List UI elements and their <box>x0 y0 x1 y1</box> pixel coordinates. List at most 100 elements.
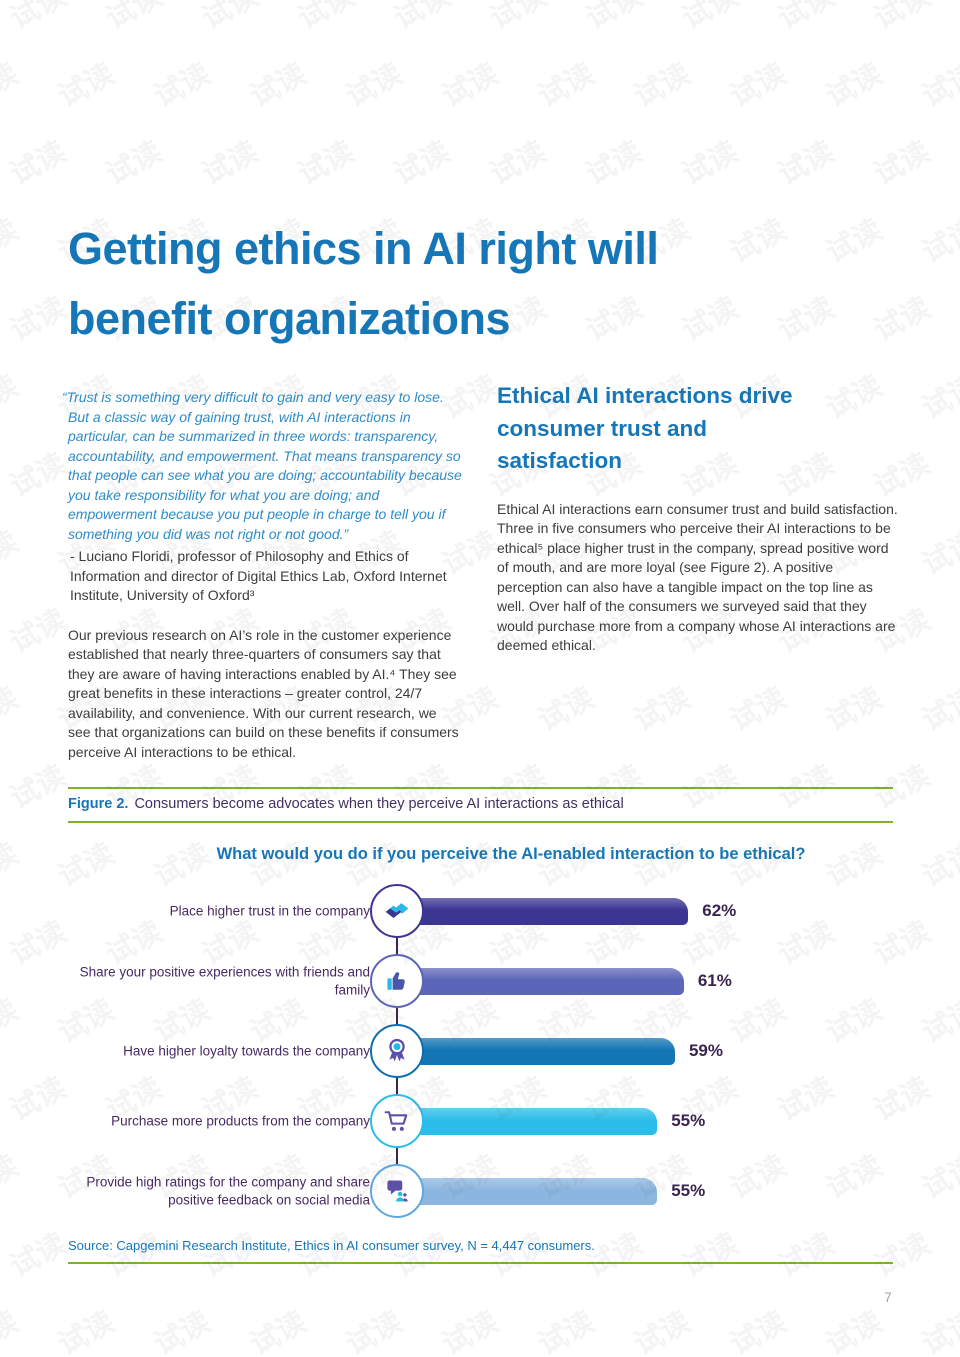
watermark-text: 试读 <box>916 56 960 114</box>
figure-rule-mid <box>68 821 893 823</box>
watermark-text: 试读 <box>772 0 840 36</box>
chart-title: What would you do if you perceive the AI… <box>216 845 806 863</box>
watermark-text: 试读 <box>148 56 216 114</box>
watermark-text: 试读 <box>868 1226 936 1284</box>
watermark-text: 试读 <box>100 0 168 36</box>
watermark-text: 试读 <box>724 56 792 114</box>
watermark-text: 试读 <box>676 134 744 192</box>
section-heading: Ethical AI interactions drive consumer t… <box>497 383 793 473</box>
figure-rule-top <box>68 787 893 789</box>
icon-circle <box>370 1094 424 1148</box>
watermark-text: 试读 <box>580 0 648 36</box>
watermark-text: 试读 <box>916 680 960 738</box>
bar-row: Provide high ratings for the company and… <box>0 1156 960 1226</box>
bar-label: Have higher loyalty towards the company <box>123 1043 370 1059</box>
watermark-text: 试读 <box>292 1226 360 1284</box>
watermark-text: 试读 <box>148 1304 216 1357</box>
watermark-text: 试读 <box>868 758 936 816</box>
watermark-text: 试读 <box>388 0 456 36</box>
cart-icon <box>383 1107 411 1135</box>
watermark-text: 试读 <box>4 602 72 660</box>
watermark-text: 试读 <box>916 368 960 426</box>
right-column: Ethical AI interactions drive consumer t… <box>497 380 899 656</box>
watermark-text: 试读 <box>820 212 888 270</box>
bar-track: 59% <box>413 1016 723 1086</box>
bar-value: 61% <box>697 971 732 990</box>
watermark-text: 试读 <box>340 1304 408 1357</box>
watermark-text: 试读 <box>0 1304 24 1357</box>
bar <box>413 1107 658 1135</box>
watermark-text: 试读 <box>4 290 72 348</box>
figure-rule-bottom <box>68 1262 893 1264</box>
bar-value: 55% <box>671 1181 706 1200</box>
watermark-text: 试读 <box>52 1304 120 1357</box>
watermark-text: 试读 <box>868 134 936 192</box>
watermark-text: 试读 <box>772 1226 840 1284</box>
watermark-text: 试读 <box>196 0 264 36</box>
watermark-text: 试读 <box>388 1226 456 1284</box>
bar-row: Purchase more products from the company … <box>0 1086 960 1156</box>
bar-value: 62% <box>702 901 737 920</box>
bar-track: 61% <box>413 946 732 1016</box>
bar-label: Place higher trust in the company <box>169 903 370 919</box>
watermark-text: 试读 <box>772 134 840 192</box>
watermark-text: 试读 <box>676 1226 744 1284</box>
watermark-text: 试读 <box>724 680 792 738</box>
watermark-text: 试读 <box>292 134 360 192</box>
watermark-text: 试读 <box>340 56 408 114</box>
bar-track: 55% <box>413 1086 705 1156</box>
watermark-text: 试读 <box>0 212 24 270</box>
watermark-text: 试读 <box>532 1304 600 1357</box>
handshake-icon <box>383 897 411 925</box>
watermark-text: 试读 <box>820 56 888 114</box>
watermark-text: 试读 <box>4 0 72 36</box>
watermark-text: 试读 <box>628 56 696 114</box>
watermark-text: 试读 <box>436 1304 504 1357</box>
watermark-text: 试读 <box>484 0 552 36</box>
watermark-text: 试读 <box>484 134 552 192</box>
watermark-text: 试读 <box>4 758 72 816</box>
bar <box>413 1037 675 1065</box>
watermark-text: 试读 <box>916 524 960 582</box>
watermark-text: 试读 <box>388 134 456 192</box>
bar-track: 55% <box>413 1156 705 1226</box>
bar-label: Share your positive experiences with fri… <box>79 964 370 998</box>
watermark-text: 试读 <box>436 56 504 114</box>
watermark-text: 试读 <box>532 56 600 114</box>
quote-attribution: - Luciano Floridi, professor of Philosop… <box>70 548 447 603</box>
watermark-text: 试读 <box>868 290 936 348</box>
social-feedback-icon <box>383 1177 411 1205</box>
watermark-text: 试读 <box>4 134 72 192</box>
bar-row: Have higher loyalty towards the company … <box>0 1016 960 1086</box>
medal-icon <box>383 1037 411 1065</box>
watermark-text: 试读 <box>820 1304 888 1357</box>
thumbs-up-icon <box>383 967 411 995</box>
icon-circle <box>370 1024 424 1078</box>
bar <box>413 897 689 925</box>
watermark-text: 试读 <box>676 758 744 816</box>
icon-circle <box>370 954 424 1008</box>
watermark-text: 试读 <box>244 56 312 114</box>
figure-label: Figure 2. <box>68 796 129 812</box>
watermark-text: 试读 <box>244 1304 312 1357</box>
watermark-text: 试读 <box>772 290 840 348</box>
watermark-text: 试读 <box>100 134 168 192</box>
watermark-text: 试读 <box>820 680 888 738</box>
quote-text: “Trust is something very difficult to ga… <box>62 389 462 542</box>
watermark-text: 试读 <box>52 56 120 114</box>
icon-circle <box>370 884 424 938</box>
watermark-text: 试读 <box>916 212 960 270</box>
watermark-text: 试读 <box>916 1304 960 1357</box>
page-title: Getting ethics in AI right will benefit … <box>68 223 659 344</box>
watermark-text: 试读 <box>196 134 264 192</box>
watermark-text: 试读 <box>4 1226 72 1284</box>
watermark-text: 试读 <box>0 524 24 582</box>
watermark-text: 试读 <box>580 1226 648 1284</box>
watermark-text: 试读 <box>0 680 24 738</box>
bar-row: Share your positive experiences with fri… <box>0 946 960 1016</box>
watermark-text: 试读 <box>0 368 24 426</box>
bar-value: 55% <box>671 1111 706 1130</box>
watermark-text: 试读 <box>484 1226 552 1284</box>
watermark-text: 试读 <box>100 1226 168 1284</box>
